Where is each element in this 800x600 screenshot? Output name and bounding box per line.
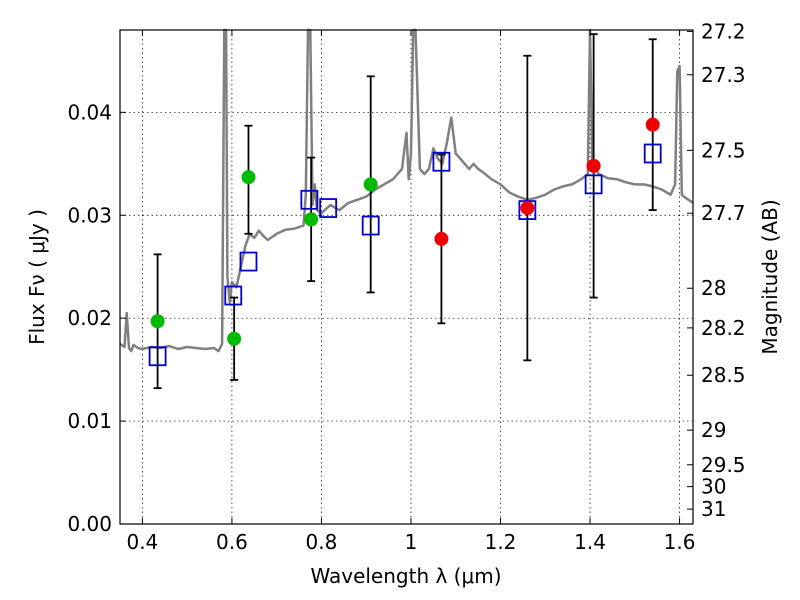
red-point <box>586 158 601 173</box>
x-tick-label: 1.4 <box>574 530 606 554</box>
plot-frame <box>119 29 694 525</box>
model-square <box>319 198 338 218</box>
red-point <box>520 201 535 216</box>
mag-tick-label: 27.3 <box>701 63 746 87</box>
grid <box>120 30 693 525</box>
mag-tick-label: 28 <box>701 276 726 300</box>
axis-ticks <box>120 30 693 525</box>
x-tick-label: 0.6 <box>216 530 248 554</box>
mag-tick-label: 30 <box>701 475 726 499</box>
y-axis-label: Flux Fν ( μJy ) <box>25 209 49 345</box>
photometry-point-layer <box>150 117 660 346</box>
model-square-layer <box>148 143 662 367</box>
y-tick-label: 0.04 <box>67 100 112 124</box>
x-axis-label: Wavelength λ (μm) <box>310 564 501 588</box>
x-tick-label: 1.2 <box>485 530 517 554</box>
model-square <box>224 285 243 306</box>
model-square <box>148 346 167 367</box>
mag-tick-label: 27.5 <box>701 138 746 162</box>
tick-labels: 0.4 0.6 0.8 1 1.2 1.4 1.6 0.00 0.01 0.02 0.03 0.04 2… <box>67 19 745 554</box>
mag-tick-label: 29 <box>701 418 726 442</box>
model-square <box>584 174 603 195</box>
model-square <box>300 189 319 210</box>
green-point <box>363 177 378 192</box>
model-square <box>361 215 380 236</box>
y-tick-label: 0.02 <box>67 306 112 330</box>
green-point <box>227 331 242 346</box>
y-tick-label: 0.01 <box>67 409 112 433</box>
spectrum-layer <box>119 28 694 353</box>
mag-tick-label: 27.2 <box>701 19 746 43</box>
x-tick-label: 0.4 <box>126 530 158 554</box>
y2-axis-label: Magnitude (AB) <box>758 199 782 354</box>
x-tick-label: 1 <box>405 530 418 554</box>
green-point <box>241 170 256 185</box>
model-square <box>432 151 451 172</box>
y-tick-label: 0.00 <box>67 512 112 536</box>
model-square <box>643 143 662 164</box>
mag-tick-label: 28.2 <box>701 316 746 340</box>
x-tick-label: 0.8 <box>306 530 338 554</box>
model-square <box>239 251 258 272</box>
spectrum-line <box>119 28 694 353</box>
green-point <box>150 314 165 329</box>
mag-tick-label: 27.7 <box>701 201 746 225</box>
x-tick-label: 1.6 <box>664 530 696 554</box>
mag-tick-label: 29.5 <box>701 453 746 477</box>
green-point <box>304 212 319 227</box>
red-point <box>645 117 660 132</box>
mag-tick-label: 31 <box>701 497 726 521</box>
mag-tick-label: 28.5 <box>701 363 746 387</box>
y-tick-label: 0.03 <box>67 203 112 227</box>
red-point <box>434 231 449 246</box>
